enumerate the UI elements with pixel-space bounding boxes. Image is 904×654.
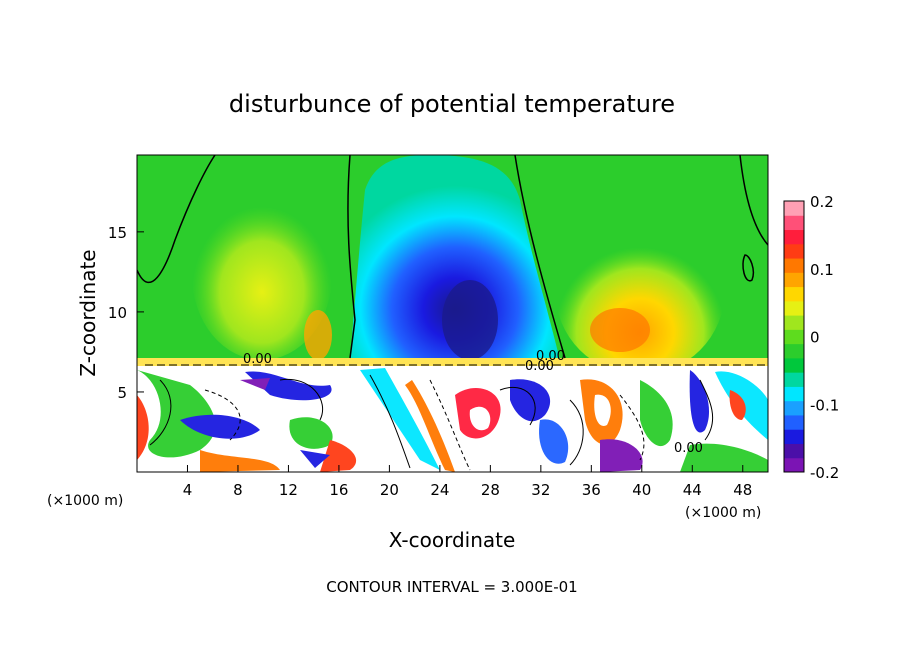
x-tick-label: 24: [430, 481, 449, 499]
colorbar-segment: [784, 272, 804, 288]
x-tick-label: 12: [279, 481, 298, 499]
colorbar-segment: [784, 372, 804, 387]
y-axis-ticks: 5 10 15: [108, 224, 144, 402]
colorbar-segment: [784, 443, 804, 459]
x-tick-label: 48: [733, 481, 752, 499]
warm-region-left: [192, 190, 332, 360]
x-tick-label: 20: [380, 481, 399, 499]
plot-field: [137, 155, 768, 472]
colorbar-segment: [784, 343, 804, 359]
colorbar-tick-label: 0.1: [810, 261, 834, 279]
warm-spot-left: [304, 310, 332, 360]
x-tick-label: 44: [683, 481, 702, 499]
colorbar-segment: [784, 386, 804, 402]
y-tick-label: 5: [117, 384, 127, 402]
colorbar-segment: [784, 457, 804, 473]
contour-label: 0.00: [674, 441, 703, 456]
plot-frame: [136, 154, 769, 473]
x-tick-label: 4: [183, 481, 193, 499]
colorbar-segment: [784, 215, 804, 231]
colorbar-tick-label: 0.2: [810, 193, 834, 211]
x-tick-label: 40: [632, 481, 651, 499]
x-tick-label: 28: [481, 481, 500, 499]
contour-lines: [137, 155, 768, 359]
x-tick-label: 16: [329, 481, 348, 499]
colorbar: [784, 201, 804, 473]
cold-core: [442, 280, 498, 360]
contour-label: 0.00: [536, 349, 565, 364]
colorbar-tick-label: 0: [810, 329, 820, 347]
colorbar-segment: [784, 414, 804, 430]
y-axis-label: Z-coordinate: [76, 249, 100, 376]
x-tick-label: 36: [582, 481, 601, 499]
x-tick-label: 32: [531, 481, 550, 499]
colorbar-segment: [784, 429, 804, 444]
colorbar-segment: [784, 315, 804, 330]
chart-title: disturbunce of potential temperature: [229, 90, 675, 118]
colorbar-segment: [784, 229, 804, 245]
colorbar-segment: [784, 243, 804, 259]
contour-interval-note: CONTOUR INTERVAL = 3.000E-01: [326, 578, 577, 596]
warm-region-right: [555, 205, 725, 375]
colorbar-frame: [783, 200, 805, 473]
x-unit-right: (×1000 m): [685, 505, 761, 521]
x-unit-left: (×1000 m): [47, 493, 123, 509]
colorbar-segment: [784, 258, 804, 273]
x-axis-label: X-coordinate: [389, 528, 516, 552]
colorbar-segment: [784, 357, 804, 373]
y-tick-label: 15: [108, 224, 127, 242]
x-tick-label: 8: [233, 481, 243, 499]
colorbar-segment: [784, 400, 804, 416]
warm-spot-right: [590, 308, 650, 352]
colorbar-ticks: 0.2 0.1 0 -0.1 -0.2: [810, 193, 839, 482]
colorbar-segment: [784, 329, 804, 345]
colorbar-segment: [784, 300, 804, 316]
y-tick-label: 10: [108, 304, 127, 322]
x-axis-ticks: 4 8 12 16 20 24 28 32 36 40 44 48: [183, 465, 752, 499]
colorbar-segment: [784, 286, 804, 302]
contour-lines-lower: [145, 364, 768, 471]
contour-label: 0.00: [243, 352, 272, 367]
colorbar-tick-label: -0.1: [810, 396, 839, 414]
contour-label: 0.00: [525, 359, 554, 374]
colorbar-segment: [784, 201, 804, 216]
colorbar-tick-label: -0.2: [810, 464, 839, 482]
cold-plume: [350, 155, 560, 360]
